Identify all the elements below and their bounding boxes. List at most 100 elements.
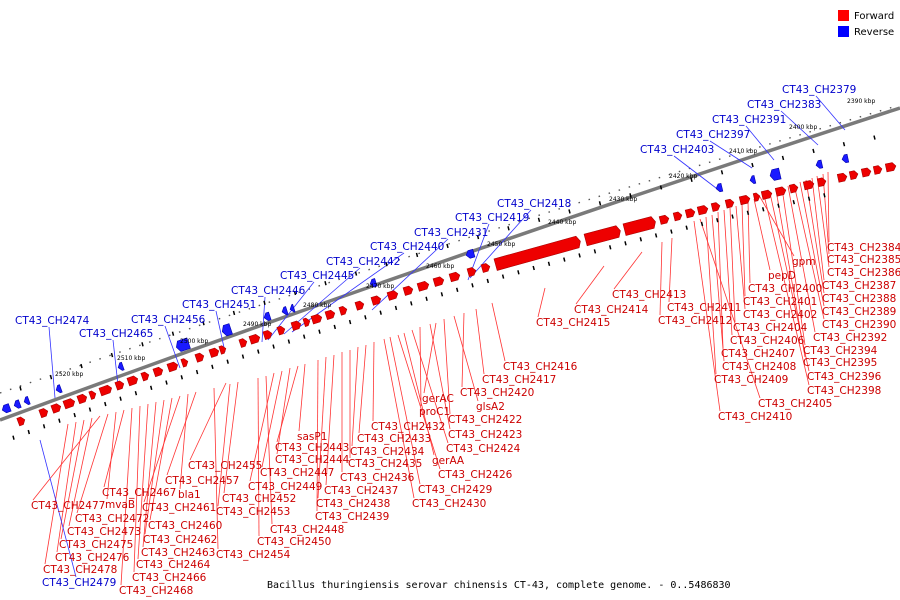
forward-gene-label[interactable]: CT43_CH2450 [257, 536, 331, 548]
forward-gene-label[interactable]: CT43_CH2412 [658, 315, 732, 327]
forward-gene-label[interactable]: CT43_CH2414 [574, 304, 649, 316]
forward-gene-label[interactable]: CT43_CH2453 [216, 506, 290, 518]
forward-gene-label[interactable]: sasP1 [297, 431, 327, 443]
forward-gene-label[interactable]: CT43_CH2408 [722, 361, 796, 373]
forward-gene-label[interactable]: CT43_CH2437 [324, 485, 398, 497]
reverse-gene-label[interactable]: CT43_CH2456 [131, 314, 206, 326]
forward-gene-label[interactable]: gerAA [432, 455, 465, 467]
forward-gene-label[interactable]: CT43_CH2409 [714, 374, 788, 386]
forward-gene-label[interactable]: CT43_CH2390 [822, 319, 896, 331]
forward-gene-label[interactable]: CT43_CH2449 [248, 481, 322, 493]
reverse-gene-label[interactable]: CT43_CH2403 [640, 144, 714, 156]
reverse-gene-label[interactable]: CT43_CH2383 [747, 99, 821, 111]
reverse-gene-label[interactable]: CT43_CH2445 [280, 270, 354, 282]
forward-gene-label[interactable]: mvaB [105, 499, 135, 511]
reverse-gene-label[interactable]: CT43_CH2418 [497, 198, 571, 210]
forward-gene-label[interactable]: CT43_CH2435 [348, 458, 422, 470]
forward-gene-label[interactable]: CT43_CH2416 [503, 361, 578, 373]
forward-gene-label[interactable]: CT43_CH2407 [721, 348, 795, 360]
reverse-gene-label[interactable]: CT43_CH2419 [455, 212, 529, 224]
forward-gene-label[interactable]: CT43_CH2439 [315, 511, 389, 523]
forward-gene-label[interactable]: gpm [792, 256, 816, 268]
reverse-gene-label[interactable]: CT43_CH2379 [782, 84, 856, 96]
forward-gene-label[interactable]: CT43_CH2473 [67, 526, 141, 538]
forward-gene-label[interactable]: CT43_CH2462 [143, 534, 217, 546]
reverse-gene-label[interactable]: CT43_CH2442 [326, 256, 400, 268]
reverse-gene-label[interactable]: CT43_CH2397 [676, 129, 750, 141]
reverse-gene-label[interactable]: CT43_CH2479 [42, 577, 116, 589]
forward-gene-label[interactable]: CT43_CH2420 [460, 387, 534, 399]
forward-leader-line [811, 177, 825, 281]
forward-gene-label[interactable]: CT43_CH2404 [733, 322, 808, 334]
forward-gene-label[interactable]: CT43_CH2444 [275, 454, 350, 466]
forward-gene-label[interactable]: CT43_CH2443 [275, 442, 349, 454]
forward-gene-label[interactable]: CT43_CH2467 [102, 487, 176, 499]
forward-gene-label[interactable]: CT43_CH2426 [438, 469, 513, 481]
forward-gene-label[interactable]: CT43_CH2406 [730, 335, 805, 347]
reverse-gene-label[interactable]: CT43_CH2431 [414, 227, 488, 239]
reverse-gene-label[interactable]: CT43_CH2465 [79, 328, 153, 340]
forward-gene-label[interactable]: CT43_CH2432 [371, 421, 445, 433]
forward-gene-label[interactable]: CT43_CH2386 [827, 267, 900, 279]
forward-gene-label[interactable]: CT43_CH2457 [165, 475, 239, 487]
forward-gene-label[interactable]: CT43_CH2388 [822, 293, 896, 305]
forward-gene-label[interactable]: CT43_CH2461 [142, 502, 216, 514]
forward-gene-label[interactable]: bla1 [178, 489, 201, 501]
forward-gene-label[interactable]: CT43_CH2405 [758, 398, 832, 410]
forward-gene-label[interactable]: CT43_CH2452 [222, 493, 296, 505]
forward-leader-line [741, 203, 746, 297]
forward-gene-label[interactable]: CT43_CH2396 [807, 371, 882, 383]
forward-leader-line [44, 423, 69, 565]
forward-gene-label[interactable]: CT43_CH2464 [136, 559, 211, 571]
reverse-gene-label[interactable]: CT43_CH2391 [712, 114, 786, 126]
forward-gene-label[interactable]: CT43_CH2475 [59, 539, 133, 551]
forward-gene-label[interactable]: proC1 [419, 406, 450, 418]
forward-gene-label[interactable]: CT43_CH2415 [536, 317, 610, 329]
forward-gene-label[interactable]: CT43_CH2398 [807, 385, 881, 397]
forward-gene-label[interactable]: CT43_CH2389 [822, 306, 896, 318]
forward-gene-label[interactable]: CT43_CH2394 [803, 345, 878, 357]
forward-gene-label[interactable]: CT43_CH2417 [482, 374, 556, 386]
forward-leader-line [261, 370, 283, 468]
forward-gene-label[interactable]: CT43_CH2477 [31, 500, 105, 512]
forward-gene-label[interactable]: CT43_CH2466 [132, 572, 207, 584]
forward-gene-label[interactable]: CT43_CH2430 [412, 498, 486, 510]
forward-gene-label[interactable]: CT43_CH2387 [822, 280, 896, 292]
forward-gene-label[interactable]: CT43_CH2429 [418, 484, 492, 496]
reverse-gene-label[interactable]: CT43_CH2446 [231, 285, 306, 297]
forward-gene-label[interactable]: gerAC [422, 393, 454, 405]
forward-gene-label[interactable]: CT43_CH2400 [748, 283, 822, 295]
forward-gene-label[interactable]: CT43_CH2476 [55, 552, 130, 564]
forward-leader-line [166, 391, 197, 476]
forward-gene-label[interactable]: glsA2 [476, 401, 505, 413]
forward-gene-label[interactable]: CT43_CH2472 [75, 513, 149, 525]
forward-gene-label[interactable]: pepD [768, 270, 796, 282]
forward-gene-label[interactable]: CT43_CH2460 [148, 520, 222, 532]
reverse-gene-label[interactable]: CT43_CH2440 [370, 241, 444, 253]
forward-gene-label[interactable]: CT43_CH2384 [827, 242, 900, 254]
forward-gene-label[interactable]: CT43_CH2468 [119, 585, 193, 597]
forward-gene-label[interactable]: CT43_CH2478 [43, 564, 117, 576]
forward-gene-label[interactable]: CT43_CH2447 [260, 467, 334, 479]
forward-gene-label[interactable]: CT43_CH2436 [340, 472, 415, 484]
forward-gene-label[interactable]: CT43_CH2463 [141, 547, 215, 559]
reverse-gene-label[interactable]: CT43_CH2451 [182, 299, 256, 311]
forward-gene-label[interactable]: CT43_CH2433 [357, 433, 431, 445]
forward-gene-label[interactable]: CT43_CH2410 [718, 411, 792, 423]
forward-gene-label[interactable]: CT43_CH2438 [316, 498, 390, 510]
forward-gene-label[interactable]: CT43_CH2413 [612, 289, 686, 301]
forward-gene-label[interactable]: CT43_CH2422 [448, 414, 522, 426]
forward-gene-label[interactable]: CT43_CH2434 [350, 446, 425, 458]
reverse-gene-label[interactable]: CT43_CH2474 [15, 315, 90, 327]
forward-gene-label[interactable]: CT43_CH2423 [448, 429, 522, 441]
forward-gene-label[interactable]: CT43_CH2395 [803, 357, 877, 369]
forward-gene-label[interactable]: CT43_CH2402 [743, 309, 817, 321]
forward-gene-label[interactable]: CT43_CH2424 [446, 443, 521, 455]
forward-gene-label[interactable]: CT43_CH2411 [667, 302, 741, 314]
forward-gene-label[interactable]: CT43_CH2448 [270, 524, 344, 536]
forward-gene-label[interactable]: CT43_CH2454 [216, 549, 291, 561]
forward-gene-label[interactable]: CT43_CH2392 [813, 332, 887, 344]
forward-gene-label[interactable]: CT43_CH2385 [827, 254, 900, 266]
forward-gene-label[interactable]: CT43_CH2401 [743, 296, 817, 308]
forward-gene-label[interactable]: CT43_CH2455 [188, 460, 262, 472]
